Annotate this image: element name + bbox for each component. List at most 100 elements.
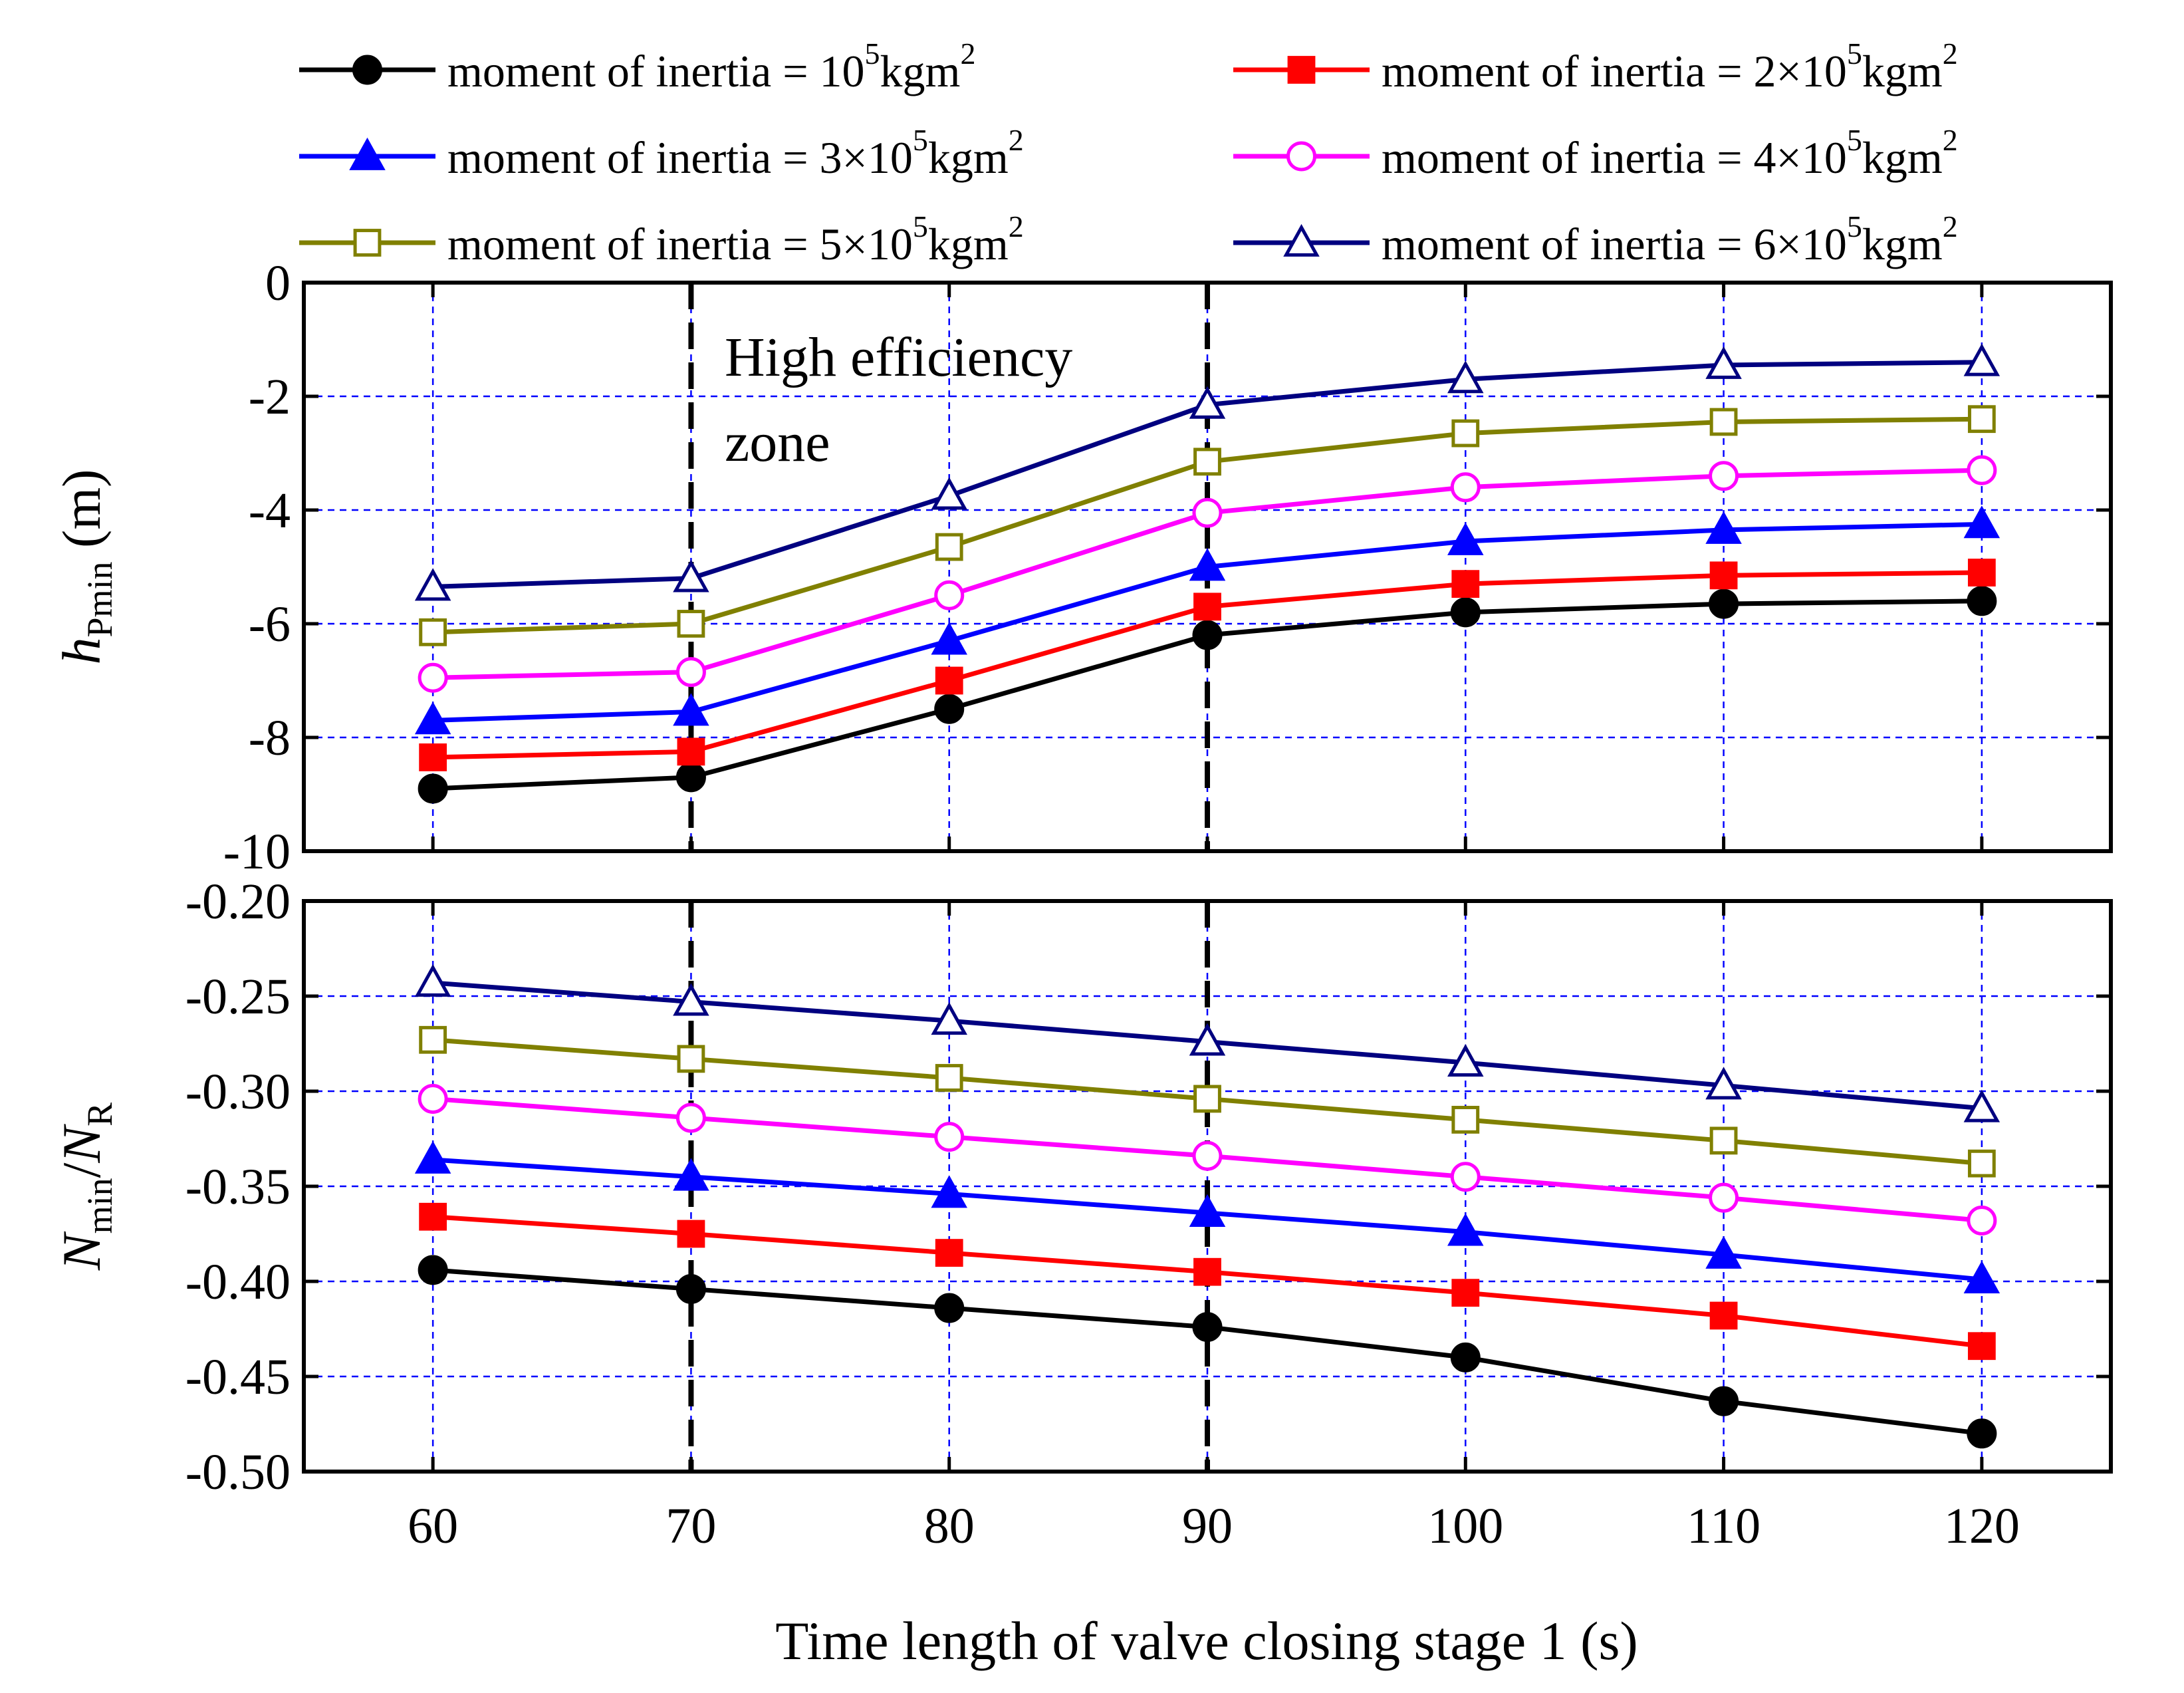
- legend-text-unit: kgm: [1862, 46, 1943, 96]
- y-title-main: N: [51, 1231, 112, 1271]
- legend-marker-1: [352, 55, 382, 85]
- y-title-main: h: [51, 637, 112, 664]
- data-point-bottom-s6-60: [414, 964, 451, 997]
- legend-label-1: moment of inertia = 105kgm2: [447, 37, 975, 96]
- data-point-top-s1-100: [1450, 597, 1481, 628]
- data-point-top-s5-70: [677, 610, 705, 638]
- data-point-bottom-s4-60: [418, 1083, 448, 1114]
- legend-text-base: 10: [1802, 132, 1847, 183]
- y-tick-label-bottom-0: -0.20: [185, 874, 291, 930]
- y-tick-label-bottom-3: -0.35: [185, 1159, 291, 1215]
- data-point-bottom-s1-80: [934, 1293, 965, 1323]
- legend-text-exp: 5: [913, 123, 928, 157]
- data-point-top-s4-70: [675, 657, 706, 688]
- legend-marker-4: [1286, 141, 1316, 172]
- legend-text-unit-sup: 2: [1009, 123, 1024, 157]
- y-tick-label-top-0: 0: [265, 255, 291, 311]
- y-axis-title-bottom: Nmin/NR: [51, 1103, 120, 1271]
- data-point-top-s6-90: [1189, 386, 1226, 419]
- x-tick-label-1: 70: [666, 1498, 716, 1554]
- legend-text-prefix: moment of inertia =: [447, 46, 820, 96]
- y-axis-title-top: hPmin (m): [51, 469, 120, 665]
- data-point-top-s4-110: [1709, 461, 1739, 491]
- annotation-line-2: zone: [725, 412, 830, 473]
- data-point-top-s4-80: [934, 580, 965, 610]
- data-point-bottom-s6-90: [1189, 1023, 1226, 1056]
- data-point-bottom-s5-110: [1709, 1126, 1738, 1155]
- data-point-bottom-s5-60: [419, 1025, 447, 1054]
- legend-marker-5: [353, 229, 382, 257]
- data-point-top-s2-60: [419, 743, 447, 771]
- legend-text-prefix: moment of inertia = 4×: [1382, 132, 1802, 183]
- data-point-top-s5-110: [1709, 408, 1738, 436]
- data-point-bottom-s5-90: [1193, 1085, 1221, 1113]
- data-point-bottom-s4-100: [1450, 1162, 1481, 1192]
- data-point-top-s2-80: [935, 666, 963, 695]
- data-point-top-s5-100: [1451, 419, 1480, 448]
- legend-text-unit-sup: 2: [1943, 209, 1958, 243]
- panel-top: 0 -2 -4 -6 -8 -10 hPmin (m) High efficiency zone: [51, 255, 2113, 880]
- data-point-bottom-s5-100: [1451, 1106, 1480, 1134]
- y-tick-label-bottom-4: -0.40: [185, 1254, 291, 1310]
- x-tick-label-2: 80: [924, 1498, 975, 1554]
- data-point-top-s6-110: [1705, 346, 1742, 379]
- legend-text-unit-sup: 2: [960, 37, 975, 70]
- x-axis-title: Time length of valve closing stage 1 (s): [775, 1611, 1638, 1671]
- data-point-top-s5-90: [1193, 448, 1221, 476]
- data-point-top-s1-120: [1967, 586, 1997, 616]
- legend-text-prefix: moment of inertia = 2×: [1382, 46, 1802, 96]
- y-tick-label-top-2: -4: [249, 483, 291, 539]
- data-point-bottom-s1-120: [1967, 1418, 1997, 1449]
- data-point-bottom-s5-70: [677, 1045, 705, 1073]
- y-title-sub: Pmin: [80, 561, 120, 637]
- data-point-bottom-s4-70: [675, 1103, 706, 1133]
- data-point-bottom-s1-90: [1192, 1312, 1223, 1343]
- data-point-top-s3-100: [1447, 522, 1484, 555]
- y-tick-label-top-3: -6: [249, 596, 291, 652]
- y-tick-label-bottom-2: -0.30: [185, 1064, 291, 1120]
- legend-label-3: moment of inertia = 3×105kgm2: [447, 123, 1024, 183]
- y-tick-label-top-1: -2: [249, 369, 291, 425]
- data-point-top-s6-70: [673, 559, 709, 592]
- legend-text-exp: 5: [1847, 37, 1862, 70]
- legend-text-prefix: moment of inertia = 5×: [447, 219, 868, 269]
- legend-text-base: 10: [868, 132, 913, 183]
- legend-label-6: moment of inertia = 6×105kgm2: [1382, 209, 1958, 269]
- data-point-bottom-s2-90: [1193, 1257, 1221, 1286]
- data-point-top-s4-100: [1450, 472, 1481, 503]
- legend-text-prefix: moment of inertia = 6×: [1382, 219, 1802, 269]
- data-point-bottom-s3-120: [1963, 1260, 2001, 1294]
- y-tick-label-top-4: -8: [249, 710, 291, 766]
- legend-text-unit-sup: 2: [1943, 123, 1958, 157]
- data-point-top-s6-100: [1447, 360, 1484, 394]
- y-title-slash: /: [51, 1162, 112, 1178]
- data-point-top-s6-60: [414, 568, 451, 601]
- legend-marker-3: [349, 137, 386, 170]
- data-point-bottom-s5-80: [935, 1064, 963, 1092]
- data-point-top-s2-70: [677, 737, 705, 766]
- legend-text-unit: kgm: [880, 46, 961, 96]
- y-tick-label-top-5: -10: [223, 824, 291, 880]
- legend-marker-2: [1287, 56, 1316, 84]
- data-point-bottom-s3-80: [931, 1175, 967, 1208]
- data-point-bottom-s4-90: [1192, 1140, 1223, 1171]
- data-point-top-s5-80: [935, 533, 963, 561]
- legend-text-unit: kgm: [928, 219, 1009, 269]
- data-point-top-s6-80: [931, 477, 967, 510]
- legend-text-base: 10: [820, 46, 865, 96]
- data-point-top-s3-70: [673, 693, 709, 726]
- data-point-top-s5-120: [1967, 405, 1996, 434]
- data-point-bottom-s2-100: [1451, 1279, 1480, 1307]
- y-tick-label-bottom-5: -0.45: [185, 1349, 291, 1405]
- data-point-bottom-s3-70: [673, 1158, 709, 1191]
- data-point-bottom-s2-120: [1967, 1332, 1996, 1361]
- data-point-top-s3-90: [1189, 548, 1226, 581]
- data-point-top-s6-120: [1963, 343, 2001, 376]
- legend-marker-6: [1283, 223, 1320, 257]
- x-tick-label-4: 100: [1427, 1498, 1503, 1554]
- data-point-bottom-s5-120: [1967, 1149, 1996, 1178]
- data-point-bottom-s1-70: [675, 1273, 706, 1304]
- x-tick-label-0: 60: [408, 1498, 458, 1554]
- data-point-top-s3-60: [414, 702, 451, 735]
- data-point-bottom-s2-80: [935, 1239, 963, 1267]
